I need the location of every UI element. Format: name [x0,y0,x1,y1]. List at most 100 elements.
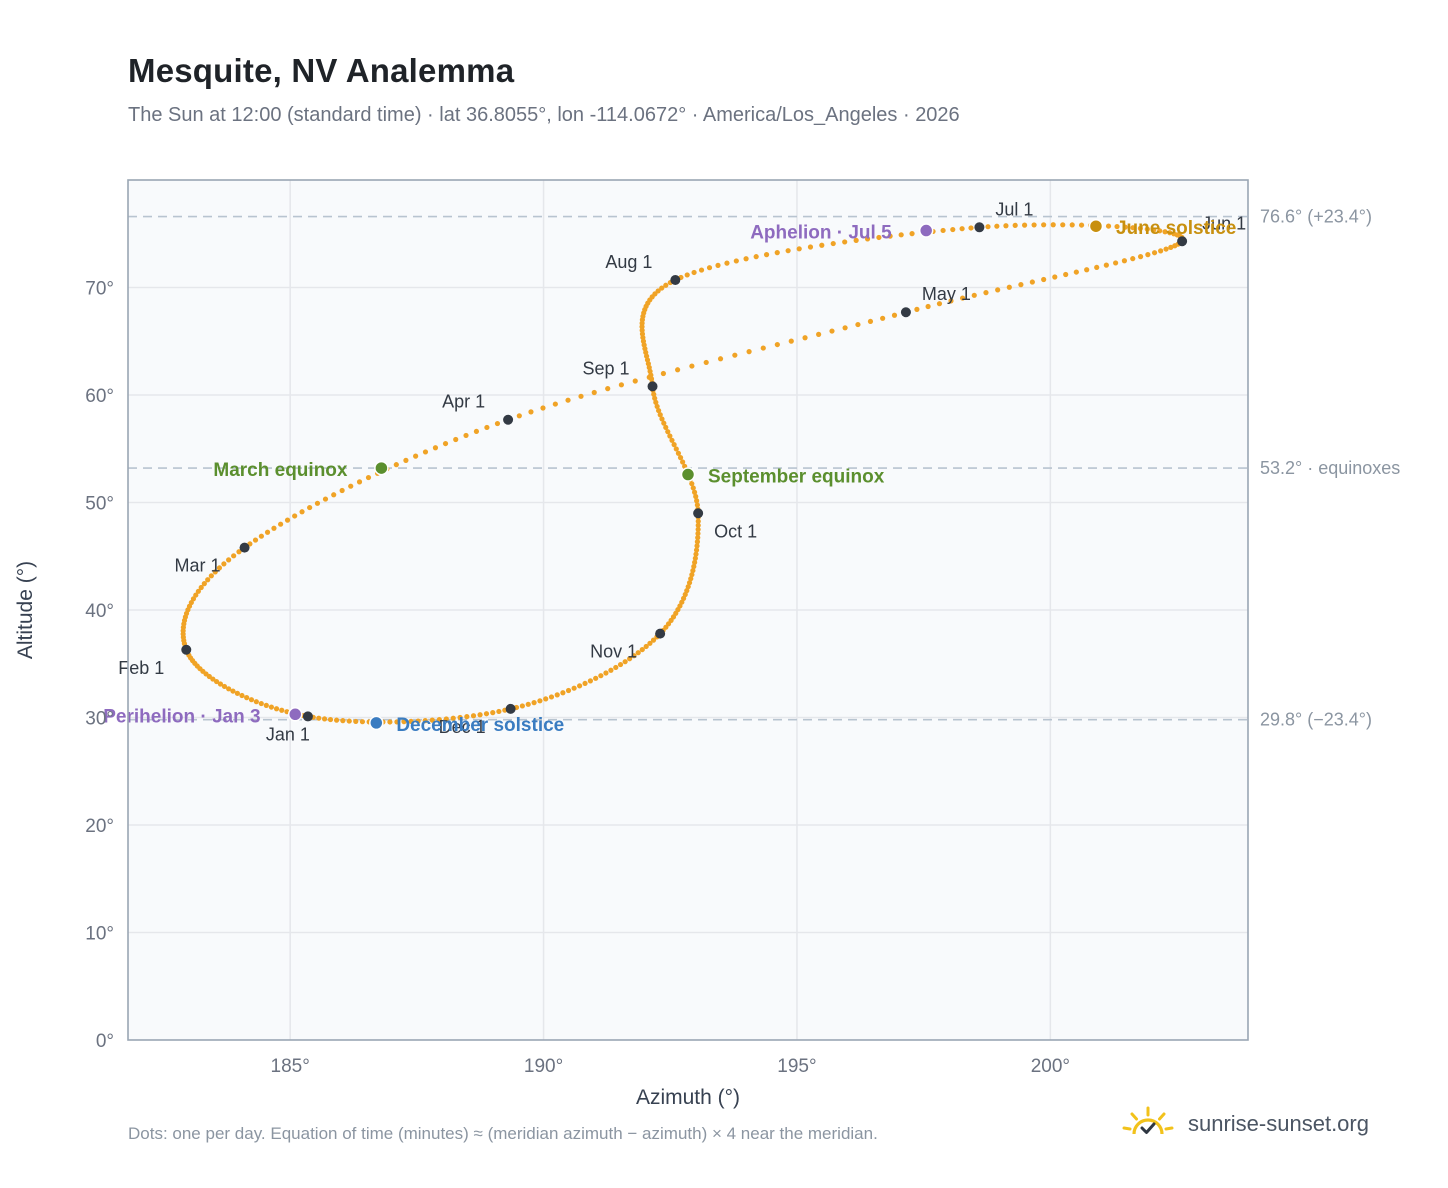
day-dot [213,678,220,685]
day-dot [248,697,255,703]
day-dot [724,260,730,266]
day-dot [258,533,264,539]
day-dot [327,716,334,723]
day-dot [651,391,657,397]
day-dot [496,708,502,715]
day-dot [983,290,989,296]
event-marker [1088,218,1104,234]
day-dot [689,481,695,487]
day-dot [348,483,354,489]
y-tick-label: 60° [85,386,114,407]
day-dot [393,462,399,468]
day-dot [578,393,584,399]
day-dot [608,667,614,673]
day-dot [689,572,695,578]
day-dot [691,269,697,276]
day-dot [631,653,637,659]
day-dot [876,234,882,241]
day-dot [453,436,459,443]
day-dot [1069,222,1075,228]
day-dot [582,680,588,687]
day-dot [618,382,624,388]
day-dot [940,227,946,234]
day-dot [598,673,604,679]
day-dot [490,710,496,716]
day-dot [299,509,305,515]
day-dot [221,683,228,690]
day-dot [314,500,321,506]
month-marker [974,222,985,233]
day-dot [1031,222,1037,228]
y-tick-label: 40° [85,601,114,622]
day-dot [959,226,965,232]
day-dot [1157,228,1163,234]
day-dot [691,563,697,570]
day-dot [732,352,738,358]
day-dot [1006,284,1012,290]
day-dot [675,367,681,373]
month-marker [503,414,514,425]
day-dot [463,432,469,439]
day-dot [985,224,991,230]
day-dot [1151,227,1157,233]
day-dot [656,407,662,414]
day-dot [1168,244,1174,250]
day-dot [936,301,943,307]
day-dot [661,420,667,426]
event-marker [680,467,696,482]
event-label: June solstice [1116,218,1236,239]
day-dot [632,378,638,384]
x-tick-label: 200° [1031,1056,1070,1077]
x-tick-label: 190° [524,1056,563,1077]
day-dot [353,718,359,725]
day-dot [671,442,677,448]
day-dot [565,397,571,403]
day-dot [470,713,477,719]
day-dot [494,420,501,427]
day-dot [994,223,1000,229]
day-dot [359,719,366,725]
day-dot [239,692,245,699]
day-dot [760,345,766,351]
day-dot [263,702,269,708]
day-dot [785,248,791,254]
day-dot [1167,230,1173,236]
day-dot [519,703,525,709]
day-dot [322,496,329,502]
month-label: Apr 1 [442,392,485,412]
day-dot [774,341,780,348]
day-dot [842,325,848,331]
day-dot [643,643,649,650]
day-dot [680,459,686,465]
reference-line-label: 29.8° (−23.4°) [1260,710,1372,730]
x-tick-label: 185° [271,1056,310,1077]
day-dot [278,521,284,527]
day-dot [694,543,700,549]
day-dot [221,561,227,567]
day-dot [950,226,956,233]
day-dot [635,650,641,656]
y-tick-label: 50° [85,494,114,515]
month-marker [239,542,250,553]
day-dot [190,596,197,602]
day-dot [401,719,407,725]
day-dot [819,242,825,248]
day-dot [316,715,322,721]
month-label: May 1 [922,284,971,304]
day-dot [1103,262,1109,268]
day-dot [1060,222,1066,228]
day-dot [1041,276,1047,283]
month-label: Sep 1 [583,358,630,378]
day-dot [692,559,698,565]
day-dot [867,318,874,325]
month-label: Oct 1 [714,521,757,541]
day-dot [693,493,699,500]
day-dot [829,328,835,334]
event-marker [287,707,303,722]
day-dot [688,576,694,582]
day-dot [571,685,577,691]
day-dot [587,678,593,684]
day-dot [830,240,836,247]
brand[interactable]: sunrise-sunset.org [1120,1104,1369,1144]
day-dot [217,681,224,687]
